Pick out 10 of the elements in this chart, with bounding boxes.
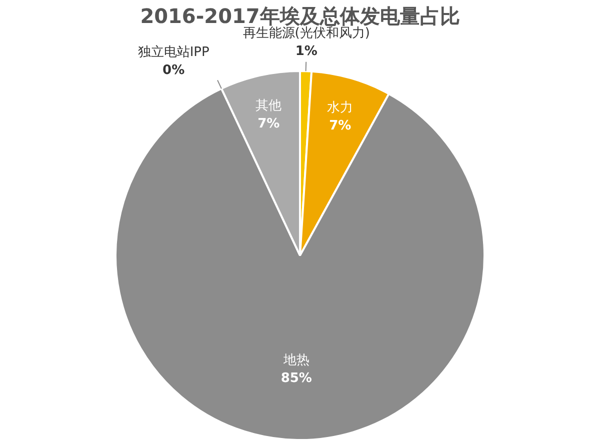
slice-label: 再生能源(光伏和风力)	[242, 26, 370, 42]
text: 0%	[162, 63, 185, 78]
slice-label: 其他	[256, 98, 282, 114]
category-label: 独立电站IPP	[138, 45, 210, 60]
data-label: 85%	[280, 371, 312, 386]
slice-label: 地热	[282, 353, 310, 368]
data-label: 1%	[295, 44, 318, 60]
slice-label: 水力	[327, 100, 354, 116]
data-label: 7%	[329, 118, 352, 134]
data-label: 7%	[258, 116, 280, 132]
